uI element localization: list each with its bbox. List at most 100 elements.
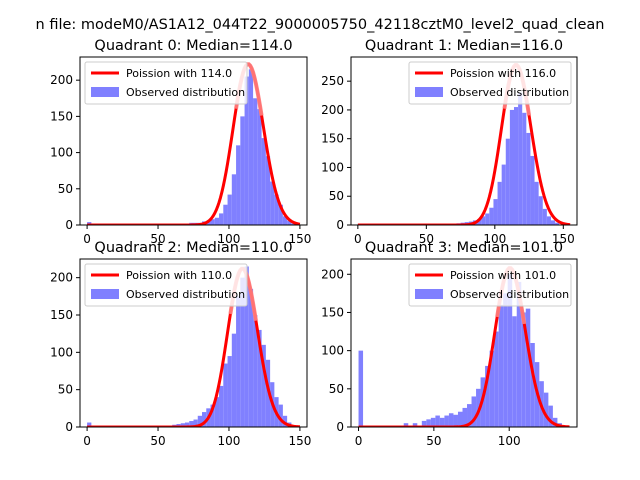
subplot-quadrant-1: Quadrant 1: Median=116.0 0 50 100 150 0 50 100 1… xyxy=(321,38,578,246)
legend-bar-swatch xyxy=(415,289,443,299)
poisson-curve xyxy=(358,266,570,427)
histogram-bar xyxy=(223,204,228,225)
legend-label-observed: Observed distribution xyxy=(450,288,569,301)
histogram-bar xyxy=(555,222,560,225)
x-tick-label: 0 xyxy=(355,434,363,448)
y-tick-label: 50 xyxy=(329,382,344,396)
histogram-bar xyxy=(257,109,262,225)
y-tick-label: 200 xyxy=(50,73,73,87)
y-tick-label: 200 xyxy=(50,271,73,285)
histogram-bar xyxy=(227,356,232,427)
histogram-bar xyxy=(210,404,215,427)
histogram-bar xyxy=(505,138,510,225)
histogram-bar xyxy=(439,417,445,427)
histogram-bar xyxy=(526,132,531,225)
histogram-bar xyxy=(240,116,245,225)
legend-box xyxy=(408,61,572,105)
histogram-bar xyxy=(278,204,283,225)
y-tick-label: 50 xyxy=(58,182,73,196)
histogram-bar xyxy=(282,415,288,427)
histogram-bar xyxy=(453,414,458,427)
histogram-bar xyxy=(501,164,506,225)
histogram-bar xyxy=(214,217,220,225)
axes-frame xyxy=(350,56,578,226)
histogram-bar xyxy=(538,196,543,225)
y-tick-label: 150 xyxy=(321,132,344,146)
histogram-bar xyxy=(261,138,266,225)
histogram-bar xyxy=(231,174,237,225)
y-tick-label: 0 xyxy=(65,420,73,434)
histogram-bar xyxy=(467,404,472,427)
histogram-bar xyxy=(493,199,498,225)
plot-area xyxy=(358,266,570,427)
legend-label-observed: Observed distribution xyxy=(126,86,245,99)
histogram-bar xyxy=(236,296,241,427)
histogram-bar xyxy=(248,69,254,225)
histogram-bar xyxy=(421,420,427,427)
histogram-bar xyxy=(462,407,468,427)
histogram-bar xyxy=(223,363,228,427)
histogram-bar xyxy=(244,266,249,427)
x-tick-label: 100 xyxy=(498,434,521,448)
legend-bar-swatch xyxy=(91,289,119,299)
histogram-bar xyxy=(503,293,508,427)
legend-box xyxy=(84,263,248,307)
histogram-bar xyxy=(426,419,431,427)
histogram-bar xyxy=(509,109,514,225)
x-tick-label: 0 xyxy=(83,232,91,246)
histogram-bar xyxy=(219,213,224,225)
histogram-bar xyxy=(197,415,203,427)
histogram-bar xyxy=(542,208,547,225)
legend: Poission with 116.0 Observed distribution xyxy=(408,61,572,105)
subplot-grid: Quadrant 0: Median=114.0 0 50 100 150 0 50 100 1… xyxy=(50,38,578,448)
histogram-bar xyxy=(481,216,486,225)
y-tick-label: 0 xyxy=(336,420,344,434)
x-tick-label: 50 xyxy=(150,434,165,448)
legend-bar-swatch xyxy=(415,87,443,97)
plot-area xyxy=(87,62,301,225)
legend-label-observed: Observed distribution xyxy=(450,86,569,99)
histogram-bar xyxy=(403,423,409,427)
x-tick-label: 50 xyxy=(150,232,165,246)
x-tick-label: 50 xyxy=(419,232,434,246)
histogram-bar xyxy=(507,274,513,427)
histogram-bar xyxy=(552,417,558,427)
x-tick-label: 100 xyxy=(218,232,241,246)
axes-frame xyxy=(350,258,578,428)
subplot-title: Quadrant 3: Median=101.0 xyxy=(365,240,563,256)
histogram-bar xyxy=(219,385,224,427)
subplot-title: Quadrant 2: Median=110.0 xyxy=(94,240,292,256)
x-tick-label: 150 xyxy=(288,232,311,246)
histogram-bar xyxy=(184,422,190,427)
histogram-bar xyxy=(87,422,92,427)
histogram-bar xyxy=(248,288,254,427)
x-tick-label: 0 xyxy=(83,434,91,448)
histogram-bar xyxy=(358,350,364,427)
x-tick-label: 100 xyxy=(218,434,241,448)
histogram-bar xyxy=(227,194,232,225)
figure-title: n file: modeM0/AS1A12_044T22_9000005750_… xyxy=(36,17,605,33)
histogram-bar xyxy=(485,365,490,427)
legend-bar-swatch xyxy=(91,87,119,97)
subplot-title: Quadrant 1: Median=116.0 xyxy=(365,38,563,54)
axes-frame xyxy=(79,56,308,226)
histogram-bar xyxy=(546,216,551,225)
histogram-bar xyxy=(210,219,215,225)
x-tick-label: 150 xyxy=(552,232,575,246)
histogram-bar xyxy=(489,350,495,427)
histogram-bar xyxy=(471,396,477,427)
y-tick-label: 200 xyxy=(321,267,344,281)
histogram-bar xyxy=(550,220,556,225)
histogram-bar xyxy=(291,223,296,225)
y-tick-label: 0 xyxy=(65,218,73,232)
histogram-bar xyxy=(516,281,522,427)
x-tick-label: 0 xyxy=(354,232,362,246)
histogram-bar xyxy=(287,220,292,225)
histogram-bar xyxy=(530,155,535,225)
histogram-bar xyxy=(193,419,198,427)
histogram-bar xyxy=(253,98,258,225)
legend: Poission with 114.0 Observed distribution xyxy=(84,61,248,105)
subplot-quadrant-0: Quadrant 0: Median=114.0 0 50 100 150 0 50 100 1… xyxy=(50,38,311,246)
y-tick-label: 50 xyxy=(329,189,344,203)
y-tick-label: 100 xyxy=(321,160,344,174)
